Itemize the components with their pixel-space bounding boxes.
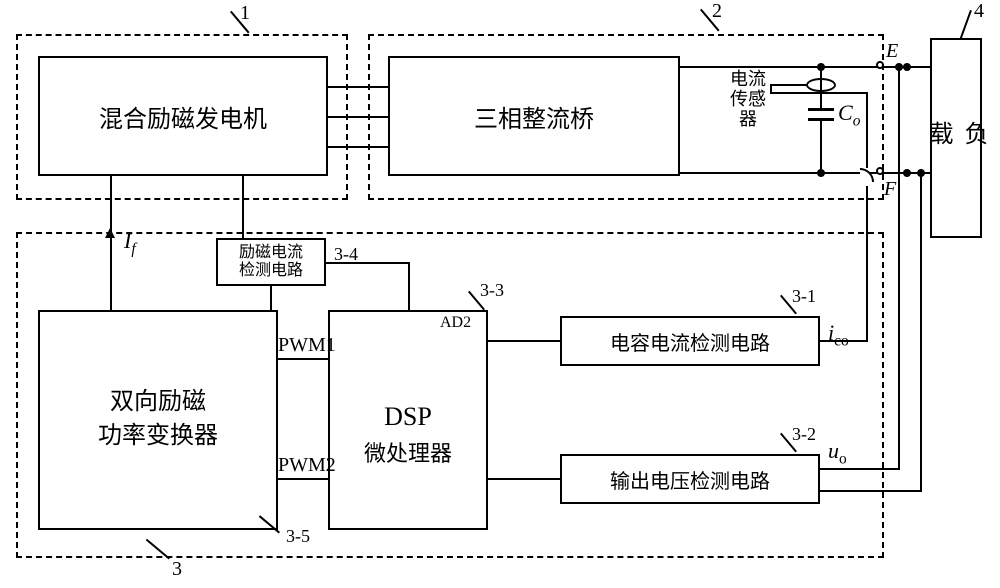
label-f: F bbox=[884, 178, 896, 201]
line-ico-up bbox=[866, 186, 868, 342]
if-arrow bbox=[105, 228, 115, 238]
out-voltage-detect-label: 输出电压检测电路 bbox=[610, 465, 770, 494]
line-voldet-out2 bbox=[820, 490, 922, 492]
dsp-box: DSP 微处理器 bbox=[328, 310, 488, 530]
current-sensor-label: 电流传感器 bbox=[730, 70, 766, 129]
generator-box: 混合励磁发电机 bbox=[38, 56, 328, 176]
label-3-5: 3-5 bbox=[286, 526, 310, 547]
label-3-2: 3-2 bbox=[792, 424, 816, 445]
cap-plate-top bbox=[808, 108, 834, 111]
bidir-converter-box: 双向励磁功率变换器 bbox=[38, 310, 278, 530]
line-ico-to-sensor bbox=[770, 92, 866, 94]
label-3-3: 3-3 bbox=[480, 280, 504, 301]
phase-line-b bbox=[328, 116, 388, 118]
label-uo: uo bbox=[828, 438, 847, 468]
label-ico: ico bbox=[828, 320, 849, 350]
out-voltage-detect-box: 输出电压检测电路 bbox=[560, 454, 820, 504]
co-text: Co bbox=[838, 100, 860, 125]
rectifier-label: 三相整流桥 bbox=[474, 99, 594, 134]
bus-f bbox=[680, 172, 930, 174]
cap-current-detect-box: 电容电流检测电路 bbox=[560, 316, 820, 366]
phase-line-c bbox=[328, 146, 388, 148]
label-1: 1 bbox=[240, 2, 250, 25]
label-pwm2: PWM2 bbox=[278, 454, 336, 477]
line-ico-to-sensor-v bbox=[770, 84, 772, 94]
node-f bbox=[876, 167, 884, 175]
phase-line-a bbox=[328, 86, 388, 88]
bidir-converter-label: 双向励磁功率变换器 bbox=[98, 386, 218, 453]
load-box: 负载 bbox=[930, 38, 982, 238]
label-3-1: 3-1 bbox=[792, 286, 816, 307]
line-exc-dsp-h bbox=[326, 262, 410, 264]
label-4: 4 bbox=[974, 0, 984, 23]
line-dsp-voldet bbox=[488, 478, 560, 480]
excitation-detect-label: 励磁电流检测电路 bbox=[239, 244, 303, 279]
cap-current-detect-label: 电容电流检测电路 bbox=[610, 327, 770, 356]
uo-text: uo bbox=[828, 438, 847, 463]
line-exc-dsp-v bbox=[270, 286, 272, 310]
excitation-detect-box: 励磁电流检测电路 bbox=[216, 238, 326, 286]
leader-4 bbox=[960, 10, 972, 39]
line-uo-e bbox=[898, 66, 900, 470]
node-uo-f bbox=[917, 169, 925, 177]
load-top-conn bbox=[906, 66, 930, 68]
line-capdet-out bbox=[820, 340, 868, 342]
generator-label: 混合励磁发电机 bbox=[99, 99, 267, 134]
node-e bbox=[876, 61, 884, 69]
if-text: If bbox=[124, 228, 136, 253]
label-3: 3 bbox=[172, 558, 182, 581]
node-f-load bbox=[903, 169, 911, 177]
label-e: E bbox=[886, 40, 898, 63]
line-ico-up2 bbox=[866, 92, 868, 168]
node-cap-bot bbox=[817, 169, 825, 177]
line-exc-dsp-v2 bbox=[408, 262, 410, 310]
line-uo-f bbox=[920, 172, 922, 492]
sensor-lead bbox=[770, 84, 806, 86]
line-gen-exc bbox=[242, 176, 244, 238]
current-sensor-ring bbox=[806, 78, 836, 92]
load-label: 负载 bbox=[921, 121, 991, 155]
rectifier-box: 三相整流桥 bbox=[388, 56, 680, 176]
label-pwm1: PWM1 bbox=[278, 334, 336, 357]
label-if: If bbox=[124, 228, 136, 258]
label-co: Co bbox=[838, 100, 860, 130]
line-dsp-capdet bbox=[488, 340, 560, 342]
dsp-line2: 微处理器 bbox=[364, 436, 452, 468]
bus-e bbox=[680, 66, 930, 68]
line-pwm1 bbox=[278, 358, 328, 360]
cap-lead-bot bbox=[820, 121, 822, 172]
label-2: 2 bbox=[712, 0, 722, 23]
node-cap-top bbox=[817, 63, 825, 71]
if-line-left-down bbox=[110, 176, 112, 310]
label-ad2: AD2 bbox=[440, 314, 471, 332]
dsp-line1: DSP bbox=[384, 402, 432, 432]
node-uo-e bbox=[895, 63, 903, 71]
line-pwm2 bbox=[278, 478, 328, 480]
line-voldet-out1 bbox=[820, 468, 900, 470]
